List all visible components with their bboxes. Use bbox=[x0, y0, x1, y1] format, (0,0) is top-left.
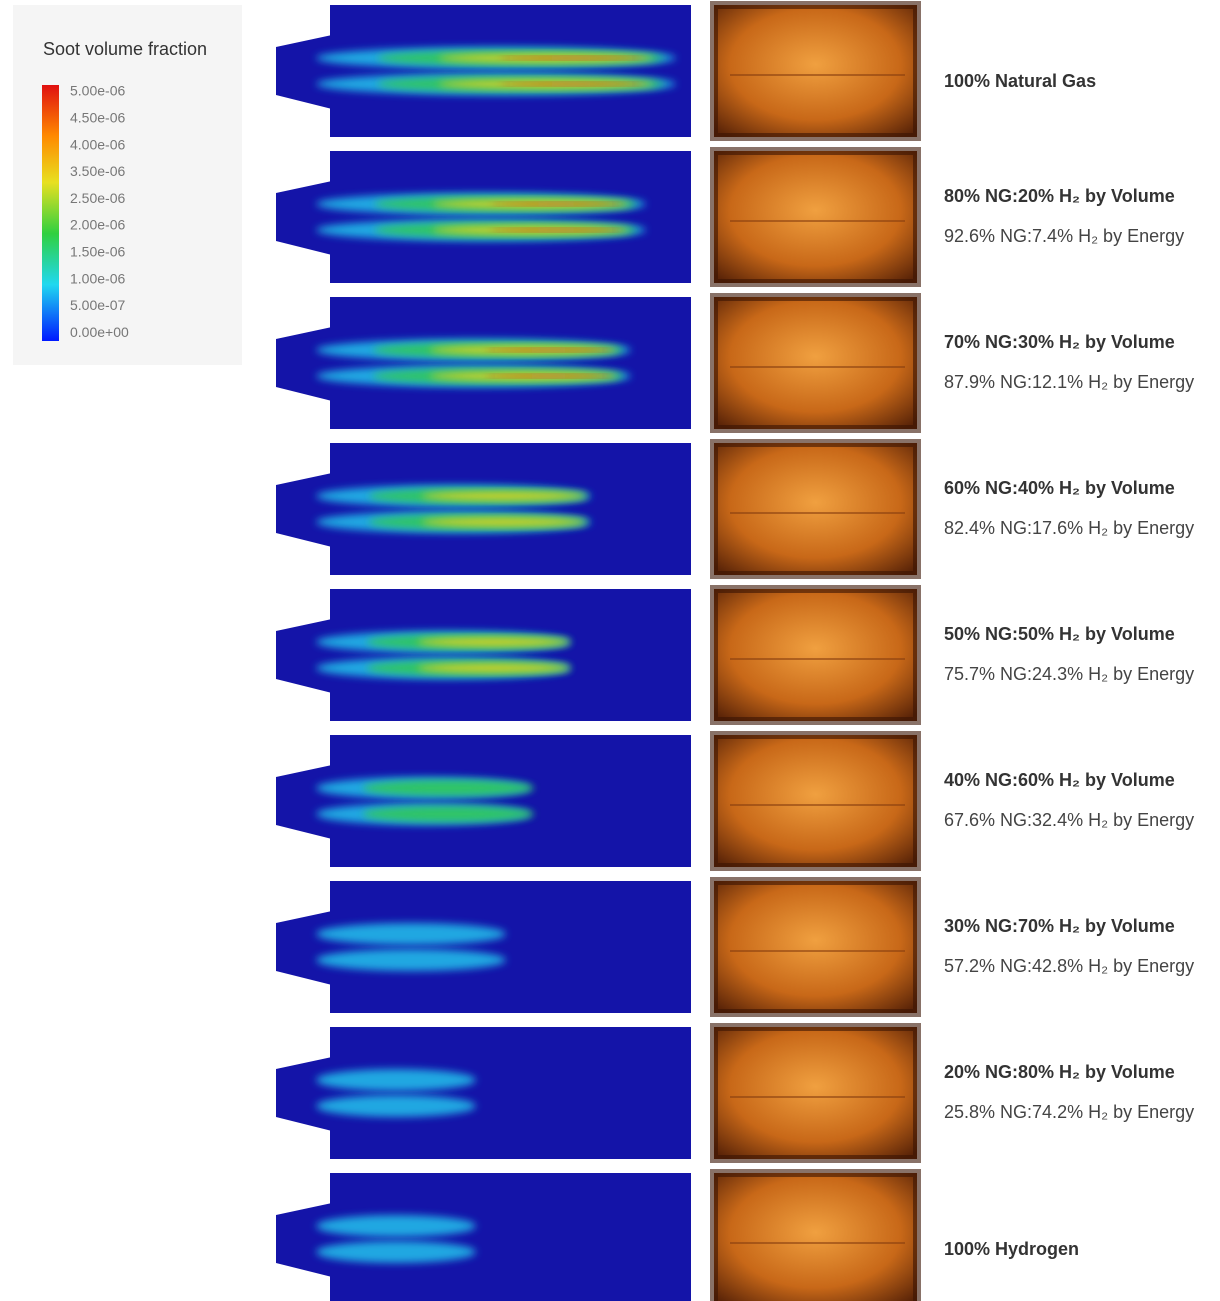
furnace-photo bbox=[714, 735, 917, 867]
soot-plume bbox=[490, 203, 622, 206]
row-label-energy: 82.4% NG:17.6% H₂ by Energy bbox=[944, 518, 1194, 538]
simulation-panel bbox=[276, 1027, 691, 1159]
legend-title: Soot volume fraction bbox=[43, 39, 207, 59]
soot-plume bbox=[316, 1095, 476, 1117]
legend-tick-label: 4.50e-06 bbox=[70, 110, 125, 126]
inlet bbox=[276, 181, 332, 255]
soot-plume bbox=[417, 637, 570, 646]
row-label-energy: 92.6% NG:7.4% H₂ by Energy bbox=[944, 226, 1184, 246]
furnace-photo bbox=[714, 1173, 917, 1301]
furnace-photo bbox=[714, 151, 917, 283]
simulation-panel bbox=[276, 5, 691, 137]
row-label-energy: 25.8% NG:74.2% H₂ by Energy bbox=[944, 1102, 1194, 1122]
domain bbox=[330, 297, 691, 429]
soot-plume bbox=[316, 949, 506, 971]
domain bbox=[330, 5, 691, 137]
legend-tick-label: 2.50e-06 bbox=[70, 190, 125, 206]
domain bbox=[330, 1027, 691, 1159]
color-bar bbox=[42, 85, 59, 341]
soot-plume bbox=[486, 375, 612, 378]
row-label: 100% Hydrogen bbox=[944, 1239, 1079, 1259]
domain bbox=[330, 735, 691, 867]
legend-tick-label: 3.50e-06 bbox=[70, 163, 125, 179]
soot-plume bbox=[316, 1069, 476, 1091]
soot-plume bbox=[363, 780, 535, 796]
furnace-photo bbox=[714, 589, 917, 721]
legend-tick-label: 4.00e-06 bbox=[70, 136, 125, 152]
soot-plume bbox=[421, 491, 586, 500]
furnace-photo bbox=[714, 1027, 917, 1159]
furnace-photo bbox=[714, 881, 917, 1013]
soot-plume bbox=[316, 923, 506, 945]
soot-plume bbox=[499, 57, 643, 60]
soot-plume bbox=[363, 806, 535, 822]
soot-plume bbox=[316, 1215, 476, 1237]
row-label-energy: 67.6% NG:32.4% H₂ by Energy bbox=[944, 810, 1194, 830]
inlet bbox=[276, 619, 332, 693]
row-label-volume: 80% NG:20% H₂ by Volume bbox=[944, 186, 1175, 206]
inlet bbox=[276, 1057, 332, 1131]
legend-tick-label: 5.00e-06 bbox=[70, 83, 125, 99]
inlet bbox=[276, 911, 332, 985]
inlet bbox=[276, 1203, 332, 1277]
row-label-volume: 60% NG:40% H₂ by Volume bbox=[944, 478, 1175, 498]
furnace-photo bbox=[714, 443, 917, 575]
simulation-panel bbox=[276, 589, 691, 721]
furnace-photo bbox=[714, 297, 917, 429]
row-label-energy: 87.9% NG:12.1% H₂ by Energy bbox=[944, 372, 1194, 392]
legend-tick-label: 1.50e-06 bbox=[70, 244, 125, 260]
figure: Soot volume fraction 5.00e-06 4.50e-06 4.0… bbox=[0, 0, 1220, 1301]
soot-plume bbox=[417, 663, 570, 672]
soot-plume bbox=[499, 83, 643, 86]
simulation-panel bbox=[276, 1173, 691, 1301]
simulation-panel bbox=[276, 735, 691, 867]
legend-tick-label: 5.00e-07 bbox=[70, 297, 125, 313]
soot-plume bbox=[490, 229, 622, 232]
domain bbox=[330, 151, 691, 283]
simulation-panel bbox=[276, 443, 691, 575]
inlet bbox=[276, 473, 332, 547]
simulation-panel bbox=[276, 151, 691, 283]
furnace-photo bbox=[714, 5, 917, 137]
row-label: 100% Natural Gas bbox=[944, 71, 1096, 91]
legend-tick-label: 1.00e-06 bbox=[70, 270, 125, 286]
soot-plume bbox=[316, 1241, 476, 1263]
domain bbox=[330, 443, 691, 575]
domain bbox=[330, 589, 691, 721]
row-label-energy: 75.7% NG:24.3% H₂ by Energy bbox=[944, 664, 1194, 684]
row-label-energy: 57.2% NG:42.8% H₂ by Energy bbox=[944, 956, 1194, 976]
row-label-volume: 40% NG:60% H₂ by Volume bbox=[944, 770, 1175, 790]
row-label-volume: 20% NG:80% H₂ by Volume bbox=[944, 1062, 1175, 1082]
soot-plume bbox=[486, 349, 612, 352]
row-label-volume: 30% NG:70% H₂ by Volume bbox=[944, 916, 1175, 936]
simulation-panel bbox=[276, 297, 691, 429]
legend-tick-label: 0.00e+00 bbox=[70, 324, 129, 340]
inlet bbox=[276, 327, 332, 401]
inlet bbox=[276, 35, 332, 109]
row-label-volume: 70% NG:30% H₂ by Volume bbox=[944, 332, 1175, 352]
soot-plume bbox=[421, 517, 586, 526]
row-label-volume: 50% NG:50% H₂ by Volume bbox=[944, 624, 1175, 644]
inlet bbox=[276, 765, 332, 839]
domain bbox=[330, 881, 691, 1013]
domain bbox=[330, 1173, 691, 1301]
simulation-panel bbox=[276, 881, 691, 1013]
legend-tick-label: 2.00e-06 bbox=[70, 217, 125, 233]
